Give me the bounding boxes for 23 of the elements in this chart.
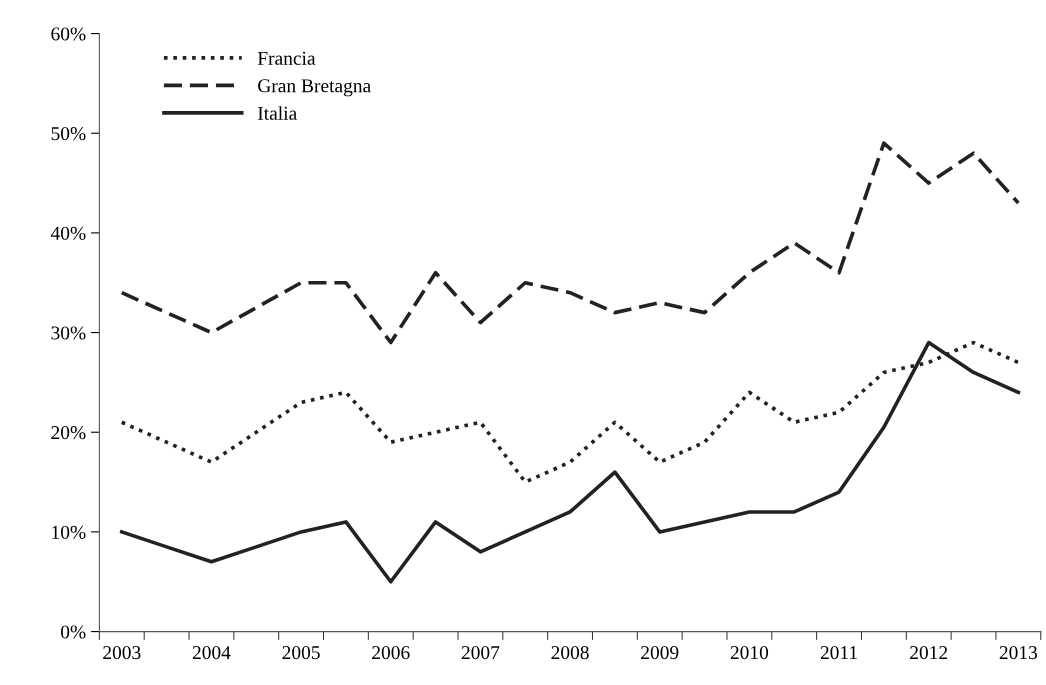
x-tick-label: 2007	[461, 646, 500, 660]
legend-label: Francia	[257, 51, 316, 65]
x-tick-label: 2003	[103, 646, 141, 660]
x-tick-label: 2012	[910, 646, 948, 660]
x-tick-label: 2006	[372, 646, 410, 660]
legend-label: Gran Bretagna	[258, 79, 371, 97]
y-tick-label: 0%	[61, 625, 86, 639]
x-tick-label: 2008	[551, 646, 589, 660]
line-series	[119, 340, 1021, 584]
x-tick-label: 2010	[730, 646, 769, 660]
y-tick-label: 40%	[50, 226, 86, 240]
y-tick-label: 50%	[51, 127, 86, 141]
y-tick-label: 30%	[51, 326, 86, 340]
x-tick-label: 2013	[999, 646, 1038, 660]
x-tick-label: 2005	[282, 646, 320, 660]
y-tick-label: 20%	[51, 426, 86, 440]
y-tick-label: 60%	[51, 27, 86, 41]
x-tick-label: 2011	[820, 646, 857, 660]
legend-label: Italia	[257, 106, 297, 120]
x-tick-label: 2009	[641, 646, 679, 660]
y-tick-label: 10%	[52, 525, 86, 539]
x-tick-label: 2004	[192, 646, 231, 660]
line-series	[119, 141, 1021, 345]
